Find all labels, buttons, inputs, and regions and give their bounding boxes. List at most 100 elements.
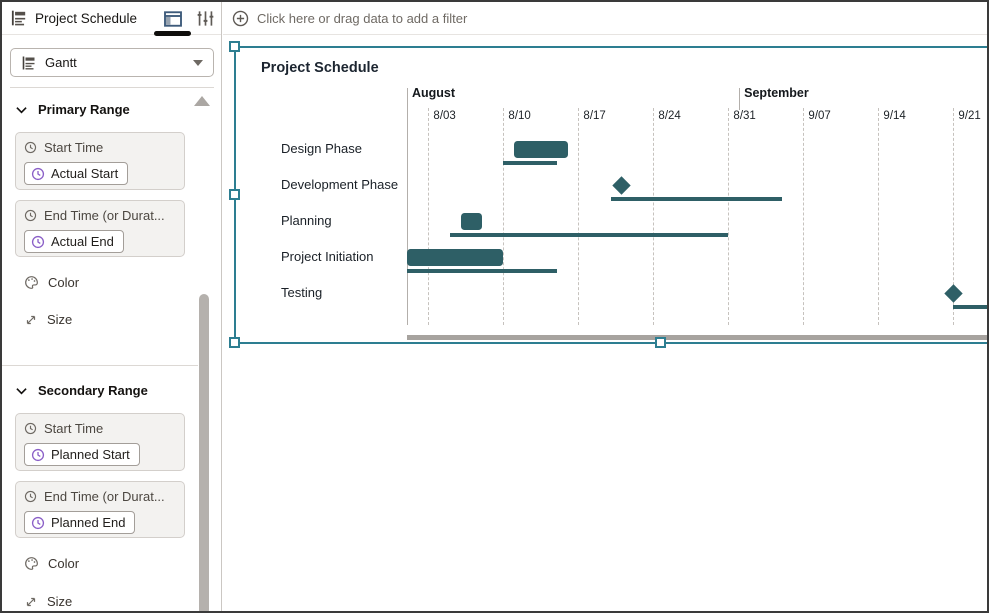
clock-icon bbox=[31, 448, 45, 461]
dropzone-label: Color bbox=[48, 275, 80, 290]
tab-grammar[interactable] bbox=[163, 9, 183, 29]
selection-handle-bottom-left[interactable] bbox=[229, 337, 240, 348]
resize-icon bbox=[26, 597, 36, 606]
sidebar-scrollbar[interactable] bbox=[199, 294, 209, 611]
gantt-visualization[interactable]: Project Schedule August September 8/03 8/10… bbox=[234, 46, 987, 344]
week-gridline bbox=[878, 108, 880, 325]
tick-label: 8/03 bbox=[433, 110, 456, 122]
dropzone-secondary-size[interactable]: Size bbox=[24, 594, 72, 609]
planned-line[interactable] bbox=[449, 232, 729, 237]
pill-label: Actual Start bbox=[51, 166, 119, 181]
tick-label: 9/07 bbox=[808, 110, 831, 122]
selection-handle-left-middle[interactable] bbox=[229, 189, 240, 200]
dropzone-secondary-start-time[interactable]: Start Time Planned Start bbox=[15, 413, 185, 471]
clock-icon bbox=[24, 141, 37, 154]
gantt-plot-area: August September 8/03 8/10 8/17 8/24 8/31 9/07 9… bbox=[236, 48, 987, 342]
viz-type-dropdown[interactable]: Gantt bbox=[10, 48, 214, 77]
pill-actual-end[interactable]: Actual End bbox=[24, 230, 124, 253]
dropzone-primary-start-time[interactable]: Start Time Actual Start bbox=[15, 132, 185, 190]
divider bbox=[10, 87, 214, 88]
viz-type-value: Gantt bbox=[45, 55, 77, 70]
month-label: September bbox=[744, 86, 809, 100]
dropzone-label: Color bbox=[48, 556, 80, 571]
week-gridline bbox=[653, 108, 655, 325]
section-label: Primary Range bbox=[38, 102, 130, 117]
clock-icon bbox=[31, 167, 45, 180]
pill-actual-start[interactable]: Actual Start bbox=[24, 162, 129, 185]
chart-horizontal-scrollbar[interactable] bbox=[407, 335, 987, 340]
gantt-icon bbox=[21, 55, 37, 71]
pill-label: Actual End bbox=[51, 234, 114, 249]
dropzone-secondary-end-time[interactable]: End Time (or Durat... Planned End bbox=[15, 481, 185, 538]
pill-label: Planned End bbox=[51, 515, 126, 530]
active-tab-indicator bbox=[154, 31, 191, 36]
dropzone-label: Start Time bbox=[44, 140, 104, 155]
chevron-down-icon bbox=[16, 387, 27, 394]
dropzone-secondary-color[interactable]: Color bbox=[24, 556, 79, 571]
planned-line[interactable] bbox=[407, 268, 557, 273]
planned-line[interactable] bbox=[610, 196, 782, 201]
task-row-label: Development Phase bbox=[281, 177, 399, 192]
resize-icon bbox=[26, 315, 36, 324]
clock-icon bbox=[31, 516, 45, 529]
chart-title: Project Schedule bbox=[261, 60, 379, 76]
dropzone-primary-color[interactable]: Color bbox=[24, 275, 79, 290]
tick-label: 9/14 bbox=[883, 110, 906, 122]
clock-icon bbox=[24, 209, 37, 222]
task-row-label: Design Phase bbox=[281, 141, 362, 156]
task-row-label: Testing bbox=[281, 285, 323, 300]
section-label: Secondary Range bbox=[38, 383, 148, 398]
chevron-down-icon bbox=[193, 59, 203, 66]
pill-planned-end[interactable]: Planned End bbox=[24, 511, 136, 534]
section-primary-range[interactable]: Primary Range bbox=[16, 102, 130, 117]
actual-bar[interactable] bbox=[407, 248, 504, 266]
actual-bar[interactable] bbox=[460, 212, 482, 230]
tab-properties[interactable] bbox=[196, 9, 215, 28]
dropzone-label: Start Time bbox=[44, 421, 104, 436]
tick-label: 8/31 bbox=[733, 110, 756, 122]
dropzone-label: End Time (or Durat... bbox=[44, 208, 165, 223]
add-filter-icon bbox=[232, 10, 249, 26]
milestone-diamond[interactable] bbox=[944, 283, 963, 303]
dropzone-label: End Time (or Durat... bbox=[44, 489, 165, 504]
selection-handle-bottom-center[interactable] bbox=[655, 337, 666, 348]
dropzone-label: Size bbox=[47, 312, 73, 327]
planned-line[interactable] bbox=[953, 304, 987, 309]
grammar-panel: Project Schedule bbox=[2, 2, 222, 611]
dropzone-label: Size bbox=[47, 594, 73, 609]
week-gridline bbox=[578, 108, 580, 325]
week-gridline bbox=[803, 108, 805, 325]
week-gridline bbox=[953, 108, 955, 325]
filter-placeholder: Click here or drag data to add a filter bbox=[257, 10, 468, 26]
pill-planned-start[interactable]: Planned Start bbox=[24, 443, 140, 466]
tick-label: 9/21 bbox=[958, 110, 981, 122]
viz-title-label: Project Schedule bbox=[35, 10, 138, 26]
task-row-label: Planning bbox=[281, 213, 332, 228]
month-separator-line bbox=[739, 88, 741, 110]
tick-label: 8/24 bbox=[658, 110, 681, 122]
planned-line[interactable] bbox=[503, 160, 557, 165]
clock-icon bbox=[24, 422, 37, 435]
milestone-diamond[interactable] bbox=[612, 175, 631, 195]
viz-header: Project Schedule bbox=[2, 2, 221, 36]
selection-handle-top-left[interactable] bbox=[229, 41, 240, 52]
dropzone-primary-size[interactable]: Size bbox=[24, 312, 72, 327]
pill-label: Planned Start bbox=[51, 447, 130, 462]
palette-icon bbox=[25, 557, 38, 570]
scroll-up-arrow[interactable] bbox=[194, 96, 210, 106]
week-gridline bbox=[728, 108, 730, 325]
month-separator-line bbox=[407, 88, 408, 325]
month-label: August bbox=[412, 86, 456, 100]
actual-bar[interactable] bbox=[514, 140, 568, 158]
week-gridline bbox=[428, 108, 430, 325]
filter-bar[interactable]: Click here or drag data to add a filter bbox=[223, 2, 987, 35]
chevron-down-icon bbox=[16, 106, 27, 113]
section-secondary-range[interactable]: Secondary Range bbox=[16, 383, 148, 398]
gantt-icon bbox=[10, 9, 28, 27]
clock-icon bbox=[31, 235, 45, 248]
tick-label: 8/10 bbox=[508, 110, 531, 122]
tick-label: 8/17 bbox=[583, 110, 606, 122]
palette-icon bbox=[25, 276, 38, 289]
dropzone-primary-end-time[interactable]: End Time (or Durat... Actual End bbox=[15, 200, 185, 257]
